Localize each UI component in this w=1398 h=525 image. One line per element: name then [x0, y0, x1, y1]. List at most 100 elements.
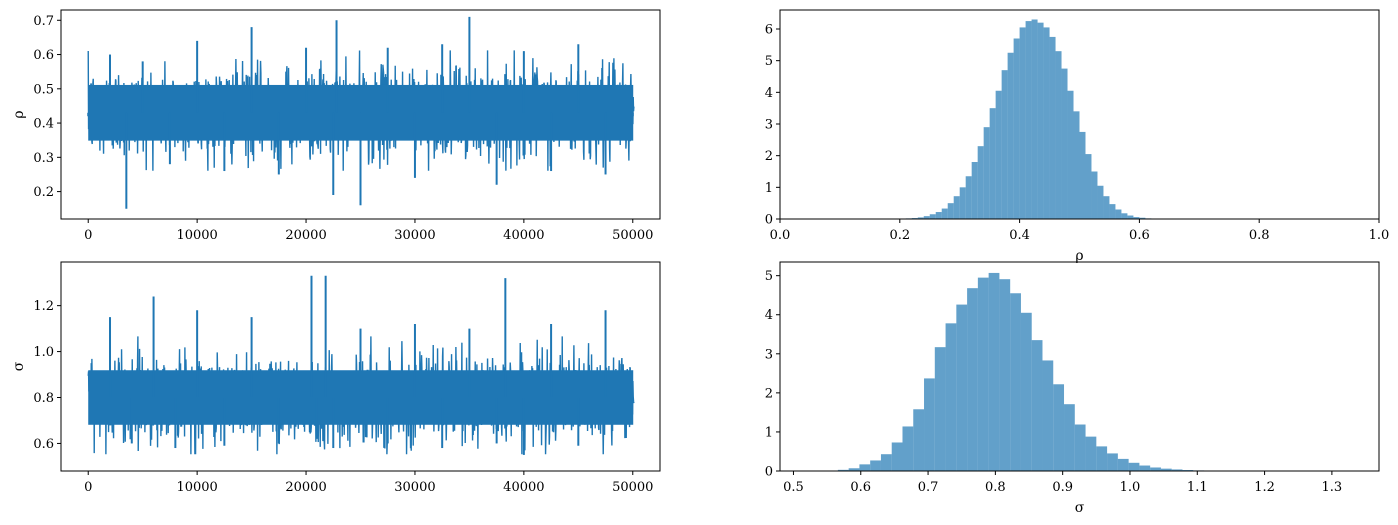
- hist-rho-ytick-label: 4: [765, 86, 773, 101]
- hist-rho-bar: [1049, 36, 1056, 219]
- hist-sigma-ytick-label: 4: [765, 308, 773, 323]
- hist-sigma-bar: [945, 323, 957, 471]
- trace-rho-ytick-label: 0.4: [33, 117, 54, 132]
- hist-rho-axes-frame: [779, 9, 1380, 220]
- hist-rho-bar: [1019, 27, 1026, 219]
- hist-sigma-bar: [1171, 469, 1183, 471]
- hist-sigma-bar: [1053, 384, 1065, 471]
- hist-rho-bar: [1073, 111, 1080, 219]
- hist-sigma-xtick-label: 0.8: [985, 480, 1006, 495]
- trace-rho-panel: 0 10000 20000 30000 40000 50000 0.2 0.3 0.4 0.5 0.…: [11, 9, 661, 243]
- hist-sigma-ytick-label: 2: [765, 386, 773, 401]
- trace-rho-xtick-label: 10000: [176, 228, 217, 243]
- hist-sigma-bar: [1074, 424, 1086, 471]
- hist-rho-bar: [959, 187, 966, 219]
- hist-sigma-bar: [988, 272, 1000, 471]
- hist-sigma-bar: [1150, 467, 1161, 471]
- hist-sigma-bar: [977, 277, 989, 471]
- hist-sigma-bar: [1117, 458, 1129, 471]
- hist-rho-ytick-label: 2: [765, 149, 773, 164]
- hist-sigma-bar: [880, 454, 892, 471]
- trace-sigma-xtick-label: 20000: [285, 480, 326, 495]
- hist-rho-bar: [1067, 90, 1074, 219]
- hist-sigma-bar: [924, 378, 935, 471]
- hist-rho-ytick-label: 5: [765, 54, 773, 69]
- hist-rho-bar: [1127, 215, 1134, 219]
- hist-sigma-bar: [1042, 360, 1054, 471]
- hist-rho-bar: [989, 108, 996, 219]
- hist-sigma-bar: [902, 426, 914, 471]
- hist-sigma-xtick-label: 0.7: [918, 480, 939, 495]
- trace-rho-xtick-label: 40000: [503, 228, 544, 243]
- hist-rho-xtick-label: 0.8: [1249, 228, 1270, 243]
- hist-sigma-xtick-label: 0.5: [783, 480, 804, 495]
- trace-rho-axes-frame: [60, 9, 661, 220]
- hist-rho-bar: [1043, 27, 1050, 219]
- hist-rho-bar: [917, 217, 924, 219]
- hist-rho-bar: [1007, 52, 1014, 219]
- hist-rho-bar: [947, 203, 954, 219]
- hist-sigma-xtick-label: 1.1: [1187, 480, 1208, 495]
- hist-rho-bar: [1025, 21, 1032, 220]
- hist-rho-bar: [1013, 38, 1020, 219]
- hist-sigma-xtick-label: 1.3: [1322, 480, 1343, 495]
- hist-rho-ytick-label: 6: [765, 23, 773, 38]
- trace-rho-xtick-label: 0: [84, 228, 92, 243]
- hist-rho-bar: [1103, 196, 1110, 219]
- hist-rho-xlabel: ρ: [1075, 248, 1083, 264]
- hist-sigma-bar: [913, 409, 925, 471]
- hist-sigma-ytick-label: 0: [765, 465, 773, 480]
- hist-rho-panel: 0.0 0.2 0.4 0.6 0.8 1.0 0 1 2 3 4 5 6 ρ: [765, 9, 1390, 264]
- hist-sigma-bar: [837, 469, 849, 471]
- hist-rho-bar: [971, 162, 978, 219]
- trace-sigma-xtick-label: 40000: [503, 480, 544, 495]
- trace-sigma-axes-frame: [60, 261, 661, 472]
- hist-sigma-bar: [934, 347, 946, 471]
- hist-sigma-bar: [870, 460, 881, 471]
- hist-rho-xtick-label: 0.6: [1129, 228, 1150, 243]
- hist-rho-bar: [1061, 68, 1068, 219]
- hist-rho-bar: [977, 146, 984, 219]
- hist-rho-bar: [1085, 154, 1092, 219]
- hist-rho-bar: [929, 214, 936, 219]
- hist-sigma-bar: [956, 304, 968, 471]
- hist-sigma-bar: [1160, 468, 1172, 471]
- hist-sigma-bar: [1031, 340, 1043, 471]
- hist-sigma-bar: [1096, 446, 1108, 471]
- hist-rho-xtick-label: 0.4: [1009, 228, 1030, 243]
- trace-rho-ytick-label: 0.2: [33, 185, 54, 200]
- hist-rho-bar: [1037, 22, 1044, 219]
- hist-sigma-bar: [891, 442, 903, 471]
- hist-rho-bar: [1115, 209, 1122, 219]
- hist-sigma-xtick-label: 0.6: [850, 480, 871, 495]
- hist-rho-bar: [1001, 70, 1008, 220]
- hist-sigma-bar: [1107, 453, 1118, 471]
- trace-rho-ytick-label: 0.6: [33, 48, 54, 63]
- hist-sigma-ytick-label: 5: [765, 269, 773, 284]
- hist-sigma-bar: [967, 288, 978, 471]
- hist-sigma-bar: [1085, 436, 1097, 471]
- trace-rho-xtick-label: 50000: [612, 228, 653, 243]
- trace-rho-ylabel: ρ: [11, 110, 27, 118]
- hist-sigma-bar: [999, 279, 1011, 471]
- trace-sigma-ylabel: σ: [11, 361, 27, 371]
- hist-rho-bar: [1055, 51, 1062, 219]
- hist-rho-xtick-label: 0.2: [889, 228, 910, 243]
- hist-sigma-bar: [1139, 465, 1151, 471]
- hist-rho-bar: [1091, 171, 1098, 219]
- hist-rho-bar: [1031, 19, 1038, 219]
- hist-sigma-xlabel: σ: [1075, 500, 1085, 516]
- trace-rho-ytick-label: 0.5: [33, 82, 54, 97]
- hist-rho-xtick-label: 1.0: [1369, 228, 1390, 243]
- trace-sigma-xtick-label: 0: [84, 480, 92, 495]
- hist-rho-bar: [923, 216, 930, 219]
- trace-sigma-xtick-label: 10000: [176, 480, 217, 495]
- trace-rho-xtick-label: 20000: [285, 228, 326, 243]
- trace-sigma-xtick-label: 50000: [612, 480, 653, 495]
- trace-sigma-ytick-label: 0.6: [33, 437, 54, 452]
- hist-rho-bar: [1121, 213, 1128, 219]
- hist-rho-bar: [1139, 217, 1146, 219]
- hist-rho-ytick-label: 0: [765, 213, 773, 228]
- hist-sigma-bar: [859, 464, 871, 471]
- hist-rho-bar: [995, 90, 1002, 219]
